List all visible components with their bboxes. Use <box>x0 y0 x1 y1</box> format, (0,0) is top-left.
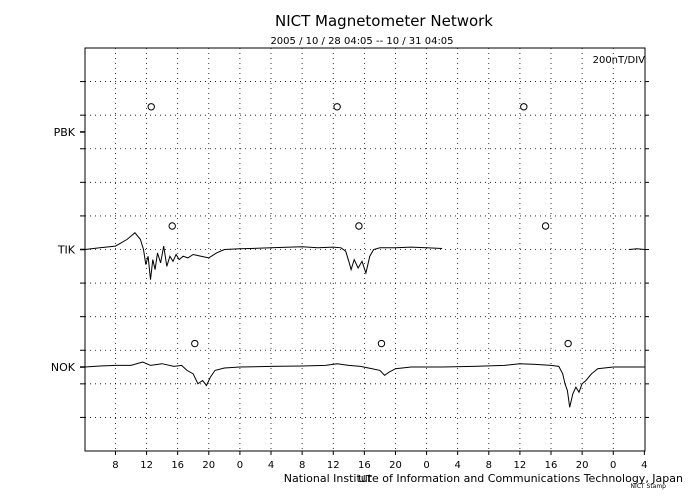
station-label-nok: NOK <box>51 361 76 374</box>
footnote: NICT Stamp <box>630 483 666 490</box>
chart-series: PBK TIK NOK <box>51 103 646 408</box>
x-tick-label: 16 <box>545 460 558 471</box>
local-midnight-marker <box>147 103 155 111</box>
x-tick-label: 8 <box>112 460 118 471</box>
chart-subtitle: 2005 / 10 / 28 04:05 -- 10 / 31 04:05 <box>270 36 453 47</box>
x-tick-label: 12 <box>327 460 340 471</box>
scale-label: 200nT/DIV <box>593 55 646 66</box>
x-tick-label: 20 <box>576 460 589 471</box>
x-tick-label: 16 <box>358 460 371 471</box>
local-midnight-marker <box>377 339 386 348</box>
local-midnight-marker <box>355 222 363 230</box>
x-tick-label: 0 <box>237 460 243 471</box>
x-tick-label: 20 <box>202 460 215 471</box>
local-midnight-marker <box>168 222 176 230</box>
credit-text: National Institute of Information and Co… <box>284 472 683 485</box>
x-tick-labels: 8 12 16 20 0 4 8 12 16 20 0 4 8 12 16 20 0 4 <box>112 460 647 471</box>
x-tick-label: 4 <box>641 460 647 471</box>
x-tick-label: 4 <box>268 460 274 471</box>
x-tick-label: 16 <box>171 460 184 471</box>
station-label-tik: TIK <box>57 244 76 257</box>
series-line-nok <box>84 361 645 408</box>
station-label-pbk: PBK <box>54 126 76 139</box>
series-line-tik <box>84 231 443 280</box>
x-tick-label: 8 <box>299 460 305 471</box>
local-midnight-marker <box>333 103 341 111</box>
local-midnight-marker <box>191 339 199 348</box>
local-midnight-marker <box>520 103 528 111</box>
local-midnight-marker <box>564 339 572 348</box>
x-tick-label: 0 <box>423 460 429 471</box>
x-tick-label: 12 <box>140 460 153 471</box>
x-tick-label: 8 <box>486 460 492 471</box>
chart-grid <box>85 48 645 451</box>
local-midnight-marker <box>541 222 550 230</box>
x-tick-label: 20 <box>389 460 402 471</box>
series-line-tik-tail <box>628 248 646 250</box>
chart-title: NICT Magnetometer Network <box>275 12 493 30</box>
x-tick-label: 4 <box>454 460 460 471</box>
x-tick-label: 0 <box>610 460 616 471</box>
x-tick-label: 12 <box>514 460 527 471</box>
x-axis-label: UT <box>358 474 372 485</box>
